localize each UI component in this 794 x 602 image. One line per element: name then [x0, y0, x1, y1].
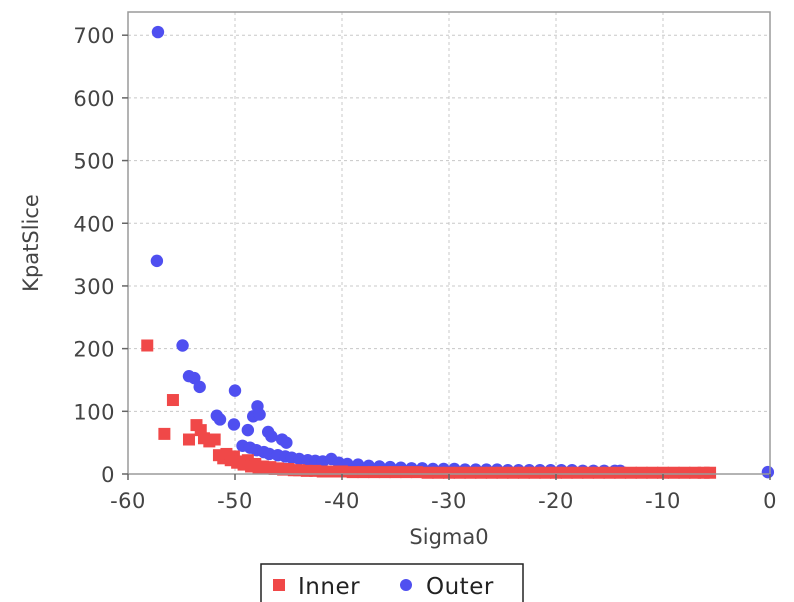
point-inner — [325, 465, 338, 478]
point-inner — [421, 466, 434, 479]
point-inner — [357, 466, 370, 479]
point-inner — [614, 466, 627, 479]
y-tick-label: 300 — [73, 275, 115, 299]
y-tick-label: 200 — [73, 338, 115, 362]
point-outer — [761, 465, 775, 479]
point-outer — [228, 384, 242, 397]
y-tick-label: 600 — [73, 87, 115, 111]
point-outer — [176, 339, 189, 352]
point-outer — [150, 254, 164, 268]
x-tick-label: 0 — [763, 489, 777, 513]
point-inner — [496, 466, 509, 479]
point-inner — [453, 466, 466, 479]
point-inner — [346, 466, 359, 479]
x-tick-label: -30 — [431, 489, 467, 513]
x-tick-label: -40 — [324, 489, 360, 513]
point-inner — [603, 466, 616, 479]
y-axis-title: KpatSlice — [19, 194, 43, 292]
point-inner — [667, 466, 680, 479]
point-inner — [528, 466, 541, 479]
point-inner — [517, 466, 530, 479]
point-inner — [582, 466, 595, 479]
point-inner — [657, 466, 669, 479]
legend-box — [260, 563, 524, 602]
point-inner — [539, 466, 552, 479]
point-inner — [592, 466, 605, 479]
point-outer — [280, 436, 293, 449]
x-tick-label: -60 — [110, 489, 146, 513]
point-inner — [550, 466, 562, 479]
point-outer — [253, 408, 266, 421]
point-outer — [241, 423, 255, 437]
point-inner — [624, 466, 637, 479]
y-tick-label: 0 — [101, 463, 115, 487]
axes: -60 -50 -40 -30 -20 -10 0 0 100 200 300 400 500 600 70… — [73, 24, 777, 513]
x-axis-title: Sigma0 — [409, 525, 488, 549]
point-inner — [475, 466, 488, 479]
legend-marker-inner — [273, 579, 285, 591]
point-inner — [389, 466, 402, 479]
point-inner — [571, 466, 584, 479]
grid-lines — [127, 12, 771, 475]
point-inner — [158, 427, 171, 440]
point-inner — [166, 394, 179, 407]
legend-marker-outer — [400, 579, 412, 591]
y-tick-label: 400 — [73, 212, 115, 236]
point-outer — [193, 380, 206, 394]
point-inner — [378, 466, 391, 479]
y-tick-label: 100 — [73, 400, 115, 424]
x-tick-label: -20 — [538, 489, 574, 513]
point-inner — [507, 466, 520, 479]
point-inner — [704, 466, 717, 479]
point-inner — [464, 466, 477, 479]
point-inner — [646, 466, 659, 479]
point-inner — [560, 466, 573, 479]
point-inner — [400, 466, 413, 479]
legend-label-inner: Inner — [298, 574, 360, 600]
point-inner — [368, 466, 381, 479]
point-inner — [208, 433, 221, 446]
point-outer — [265, 430, 278, 443]
point-inner — [432, 466, 445, 479]
y-tick-label: 500 — [73, 150, 115, 174]
point-inner — [678, 466, 691, 479]
legend: Inner Outer — [260, 563, 524, 602]
point-inner — [635, 466, 648, 479]
point-inner — [141, 339, 154, 352]
x-tick-label: -10 — [645, 489, 681, 513]
point-outer — [213, 413, 227, 426]
point-inner — [443, 466, 455, 479]
point-outer — [151, 25, 165, 39]
legend-label-outer: Outer — [426, 574, 494, 600]
point-inner — [485, 466, 498, 479]
y-tick-label: 700 — [73, 24, 115, 48]
data-points — [141, 25, 775, 479]
x-tick-label: -50 — [217, 489, 253, 513]
point-outer — [227, 418, 241, 431]
point-inner — [410, 466, 423, 479]
point-inner — [182, 433, 195, 446]
